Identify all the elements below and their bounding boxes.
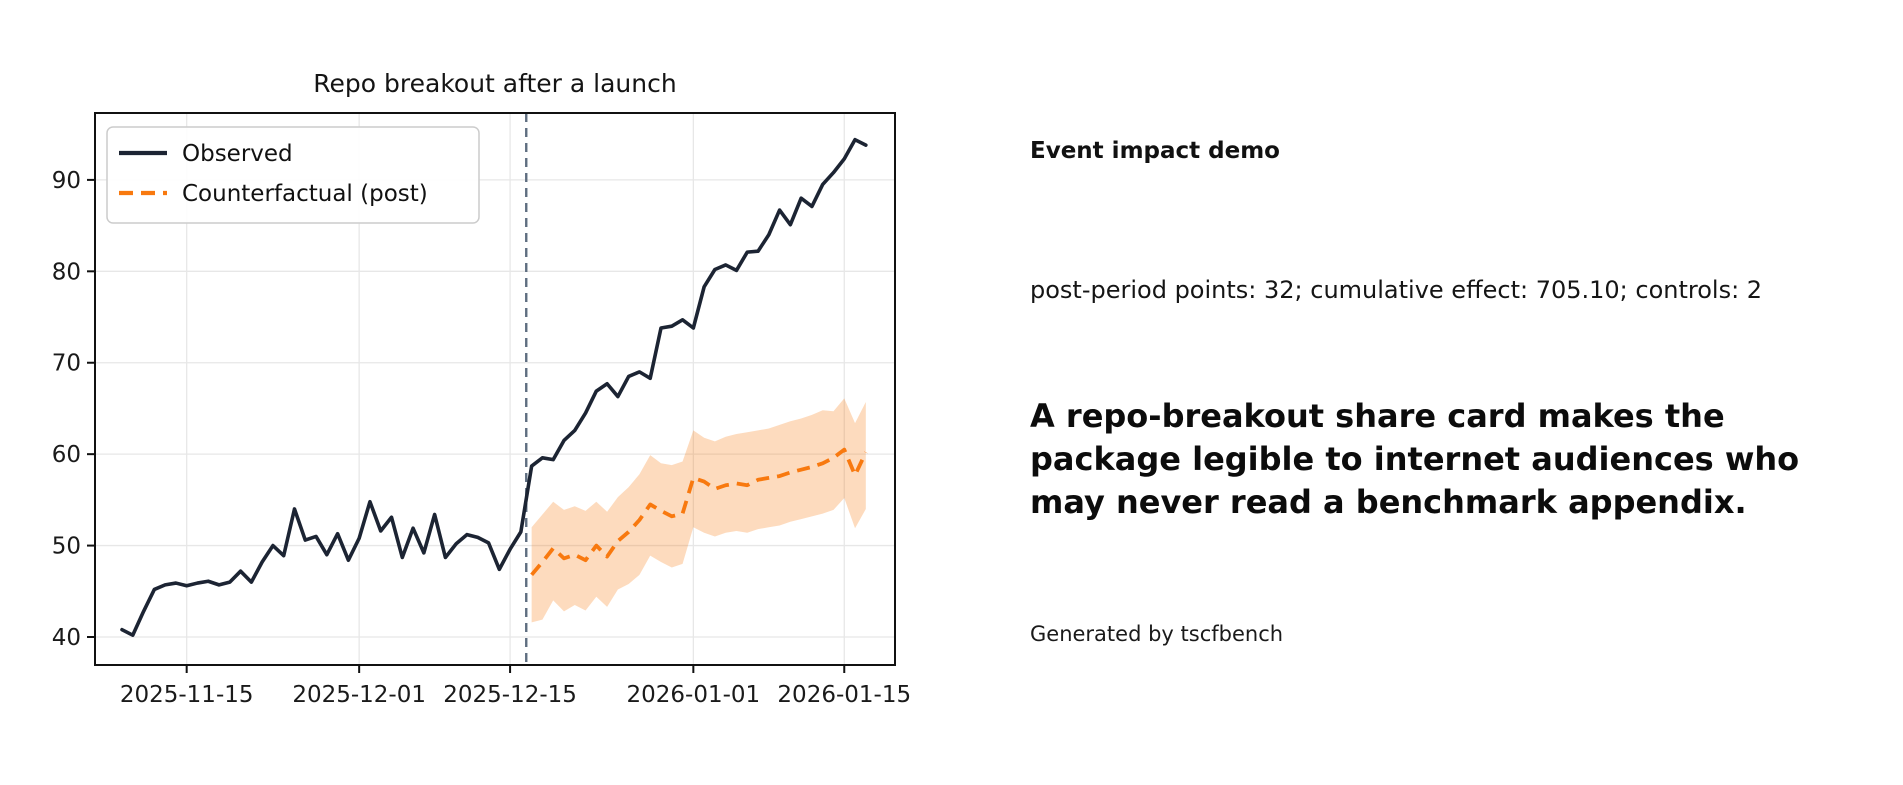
panel-footer: Generated by tscfbench: [1030, 622, 1284, 646]
callout-line-1: A repo-breakout share card makes the: [1030, 397, 1725, 435]
x-tick-label: 2025-12-01: [292, 682, 426, 708]
chart-background: [0, 0, 960, 781]
panel-callout: A repo-breakout share card makes the pac…: [1030, 395, 1903, 524]
plot-border: [94, 112, 896, 666]
callout-line-3: may never read a benchmark appendix.: [1030, 483, 1747, 521]
axis-ticks: 2025-11-15 2025-12-01 2025-12-15 2026-01-01…: [52, 168, 911, 708]
observed-line: [120, 137, 868, 637]
x-tick-label: 2025-12-15: [443, 682, 577, 708]
impact-chart: 2025-11-15 2025-12-01 2025-12-15 2026-01-01…: [0, 0, 960, 781]
x-tick-label: 2025-11-15: [120, 682, 254, 708]
chart-figure: 2025-11-15 2025-12-01 2025-12-15 2026-01-01…: [0, 0, 960, 781]
legend-box: [106, 126, 480, 224]
legend-label-observed: Observed: [182, 141, 293, 167]
y-tick-label: 90: [52, 168, 81, 194]
legend-label-counterfactual: Counterfactual (post): [182, 181, 428, 207]
y-tick-label: 40: [52, 625, 81, 651]
panel-stats: post-period points: 32; cumulative effec…: [1030, 276, 1763, 304]
y-tick-label: 80: [52, 259, 81, 285]
y-tick-label: 70: [52, 351, 81, 377]
y-tick-label: 60: [52, 442, 81, 468]
y-tick-label: 50: [52, 534, 81, 560]
legend: Observed Counterfactual (post): [106, 126, 480, 224]
panel-heading: Event impact demo: [1030, 138, 1280, 164]
side-panel: Event impact demo post-period points: 32…: [1030, 0, 1903, 781]
callout-line-2: package legible to internet audiences wh…: [1030, 440, 1800, 478]
confidence-band: [531, 398, 866, 623]
x-tick-label: 2026-01-01: [627, 682, 761, 708]
x-tick-label: 2026-01-15: [777, 682, 911, 708]
counterfactual-line: [530, 447, 868, 577]
chart-title: Repo breakout after a launch: [313, 69, 676, 98]
